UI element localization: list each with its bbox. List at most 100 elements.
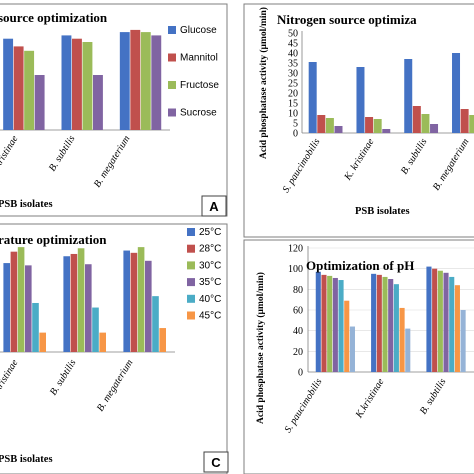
bar-s6 [454,285,460,372]
legend-entry: Glucose [180,25,217,36]
bar-30-c [77,248,85,352]
bar-45-c [99,332,106,352]
legend-swatch [187,278,195,287]
bar-s1 [452,53,461,133]
bar-sucrose [93,75,103,130]
bar-40-c [92,307,99,352]
bar-mannitol [72,38,82,131]
bar-s1 [308,62,317,133]
bar-s7 [405,328,411,372]
bar-s3 [325,118,334,133]
legend-swatch [168,108,176,117]
bar-40-c [152,296,159,352]
bar-25-c [3,263,10,352]
bar-s2 [321,274,327,372]
x-axis-label: PSB isolates [355,206,410,217]
bar-mannitol [130,29,141,130]
bar-glucose [119,32,130,130]
legend-entry: 25°C [199,227,221,238]
legend-swatch [187,261,195,270]
legend-entry: Sucrose [180,108,217,119]
bar-30-c [17,247,25,352]
bar-fructose [140,32,151,130]
bar-s2 [432,268,438,372]
bar-glucose [61,35,72,130]
bar-sucrose [151,35,162,130]
panel-letter-box [203,451,229,473]
legend-entry: 35°C [199,277,221,288]
bar-s2 [365,117,374,133]
legend-swatch [168,53,176,62]
y-tick-label: 35 [288,59,298,70]
bar-mannitol [13,46,24,130]
bar-s3 [373,119,382,133]
y-tick-label: 40 [288,49,298,60]
panel-title: source optimization [0,10,108,25]
bar-35-c [25,265,32,352]
y-axis-label: Acid phosphatase activity (µmol/min) [255,272,266,424]
bar-s3 [327,275,333,372]
legend: 25°C 28°C 30°C 35°C 40°C 45°C [187,227,221,322]
x-axis-label: PSB isolates [0,199,53,210]
bar-s4 [334,126,343,133]
bar-s4 [382,129,391,133]
bar-sucrose [34,75,45,130]
panel-letter: A [209,199,219,214]
bar-s3 [382,276,388,372]
y-tick-label: 80 [293,285,303,296]
bar-s1 [371,273,377,372]
legend-swatch [168,26,176,34]
bar-s7 [460,310,466,372]
y-tick-label: 20 [288,89,298,100]
panel-letter: C [211,455,221,470]
bar-28-c [10,251,18,352]
y-tick-label: 30 [288,69,298,80]
bar-40-c [32,302,39,352]
y-tick-label: 40 [293,326,303,337]
y-axis-label: Acid phosphatase activity (µmol/min) [258,7,269,159]
panel-title: rature optimization [0,232,107,247]
y-tick-label: 0 [293,129,298,140]
legend: Glucose Mannitol Fructose Sucrose [168,25,219,119]
legend-entry: Mannitol [180,53,218,64]
chart-panel-3: kristinae B. subtilis B. megateriumrature … [0,223,229,474]
bar-28-c [70,253,78,352]
panel-title: Nitrogen source optimiza [277,12,417,27]
bar-s7 [349,326,355,372]
y-tick-label: 50 [288,29,298,40]
bar-s3 [469,115,474,133]
bar-s5 [449,276,455,372]
bar-s2 [460,109,469,133]
y-tick-label: 10 [288,109,298,120]
legend-entry: 40°C [199,294,221,305]
y-tick-label: 5 [293,119,298,130]
bar-s6 [344,300,350,372]
bar-s1 [404,59,413,133]
legend-swatch [187,311,195,320]
legend-entry: Fructose [180,80,219,91]
bar-s2 [412,106,421,133]
legend-swatch [168,81,176,89]
bar-s4 [443,272,449,372]
bar-fructose [24,50,35,130]
y-tick-label: 0 [298,368,303,379]
bar-25-c [63,256,70,352]
bar-s4 [388,279,394,372]
bar-s6 [399,307,405,372]
bar-30-c [137,247,145,352]
bar-45-c [159,328,166,352]
bar-s4 [332,277,338,372]
y-tick-label: 45 [288,39,298,50]
bar-35-c [145,260,152,352]
bar-s2 [317,115,326,133]
legend-entry: 28°C [199,244,221,255]
bar-s5 [393,284,399,372]
bar-glucose [3,38,14,131]
panel-title: Optimization of pH [306,258,414,273]
y-tick-label: 15 [288,99,298,110]
legend-swatch [187,228,195,236]
legend-swatch [187,294,195,303]
